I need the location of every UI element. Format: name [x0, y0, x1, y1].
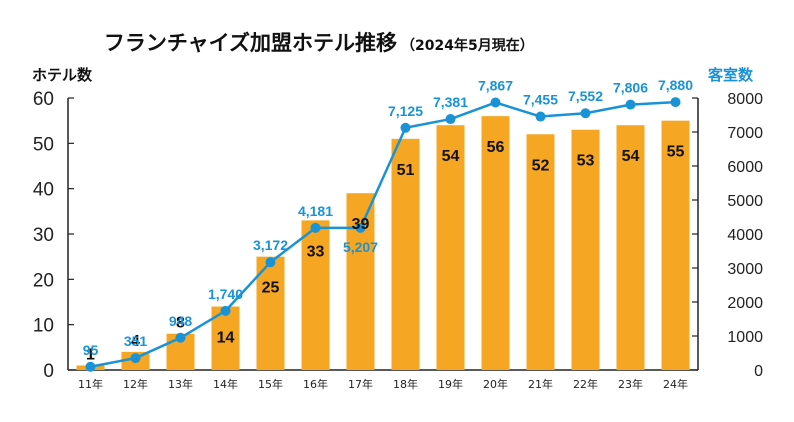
bar-value-label: 54 — [622, 148, 640, 165]
right-tick-label: 3000 — [727, 261, 763, 278]
line-point — [535, 111, 546, 122]
bar-value-label: 14 — [217, 330, 235, 347]
line-value-label: 948 — [169, 313, 193, 329]
line-value-label: 7,806 — [613, 80, 648, 96]
line-point — [310, 222, 321, 233]
bar — [616, 125, 645, 370]
bar-value-label: 56 — [487, 139, 505, 156]
x-tick-label: 23年 — [618, 377, 643, 391]
bar — [661, 120, 690, 371]
x-tick-label: 15年 — [258, 377, 283, 391]
line-point — [85, 361, 96, 372]
line-point — [670, 97, 681, 108]
line-value-label: 1,740 — [208, 286, 243, 302]
bar-value-label: 8 — [176, 315, 185, 332]
line-point — [175, 332, 186, 343]
x-tick-label: 13年 — [168, 377, 193, 391]
right-tick-label: 4000 — [727, 227, 763, 244]
chart-title: フランチャイズ加盟ホテル推移 （2024年5月現在） — [104, 31, 534, 55]
right-tick-label: 5000 — [727, 193, 763, 210]
line-point — [445, 114, 456, 125]
bar-value-label: 4 — [131, 333, 140, 350]
right-tick-label: 6000 — [727, 159, 763, 176]
line-value-label: 5,207 — [343, 239, 378, 255]
room-count-line — [85, 97, 681, 372]
bar-value-label: 54 — [442, 148, 460, 165]
x-tick-label: 18年 — [393, 377, 418, 391]
axes: 0 10 20 30 40 50 60 0 1000 2000 3000 4000 5000 6000 70… — [33, 89, 763, 391]
line-value-label: 7,381 — [433, 94, 468, 110]
chart-title-main: フランチャイズ加盟ホテル推移 — [104, 31, 397, 55]
left-tick-label: 0 — [43, 361, 54, 382]
right-tick-label: 2000 — [727, 295, 763, 312]
line-point — [400, 122, 411, 133]
left-tick-label: 10 — [33, 316, 54, 337]
left-tick-label: 30 — [33, 225, 54, 246]
bar-value-label: 25 — [262, 280, 280, 297]
x-tick-label: 20年 — [483, 377, 508, 391]
chart-subtitle: （2024年5月現在） — [401, 37, 534, 54]
line-value-label: 7,455 — [523, 92, 558, 108]
line-value-label: 7,880 — [658, 77, 693, 93]
bar — [481, 116, 510, 370]
x-tick-label: 17年 — [348, 377, 373, 391]
line-value-label: 95 — [83, 342, 99, 358]
x-tick-label: 16年 — [303, 377, 328, 391]
bar — [391, 138, 420, 370]
right-tick-label: 0 — [754, 363, 763, 380]
bar — [436, 125, 465, 370]
x-tick-label: 11年 — [78, 377, 103, 391]
x-tick-label: 14年 — [213, 377, 238, 391]
bar — [256, 256, 285, 370]
line-value-label: 7,552 — [568, 88, 603, 104]
line-value-label: 351 — [124, 333, 148, 349]
left-axis-title: ホテル数 — [32, 66, 93, 84]
line-point — [580, 108, 591, 119]
line-point — [490, 97, 501, 108]
x-tick-label: 24年 — [663, 377, 688, 391]
x-tick-label: 22年 — [573, 377, 598, 391]
bar — [346, 193, 375, 370]
bar-value-label: 55 — [667, 144, 685, 161]
left-tick-label: 60 — [33, 89, 54, 110]
line-value-label: 3,172 — [253, 237, 288, 253]
line-point — [625, 99, 636, 110]
left-tick-label: 40 — [33, 180, 54, 201]
line-path — [90, 100, 676, 368]
line-value-label: 7,867 — [478, 78, 513, 94]
line-point — [355, 222, 366, 233]
bar-value-label: 1 — [86, 346, 95, 363]
bar — [571, 129, 600, 370]
right-tick-label: 7000 — [727, 125, 763, 142]
bar-value-label: 39 — [352, 216, 370, 233]
bar — [301, 220, 330, 370]
right-tick-label: 8000 — [727, 91, 763, 108]
x-tick-label: 21年 — [528, 377, 553, 391]
line-point — [130, 353, 141, 364]
line-value-label: 4,181 — [298, 203, 333, 219]
bar-value-label: 52 — [532, 157, 550, 174]
line-point — [265, 257, 276, 268]
bar-value-label: 53 — [577, 153, 595, 170]
bar-value-label: 33 — [307, 243, 325, 260]
left-tick-label: 20 — [33, 270, 54, 291]
bars — [76, 116, 690, 371]
right-tick-label: 1000 — [727, 329, 763, 346]
bar-value-label: 51 — [397, 162, 415, 179]
line-point — [220, 305, 231, 316]
x-tick-label: 19年 — [438, 377, 463, 391]
right-axis-title: 客室数 — [707, 66, 754, 84]
line-value-label: 7,125 — [388, 103, 423, 119]
x-tick-label: 12年 — [123, 377, 148, 391]
bar — [526, 134, 555, 370]
left-tick-label: 50 — [33, 134, 54, 155]
